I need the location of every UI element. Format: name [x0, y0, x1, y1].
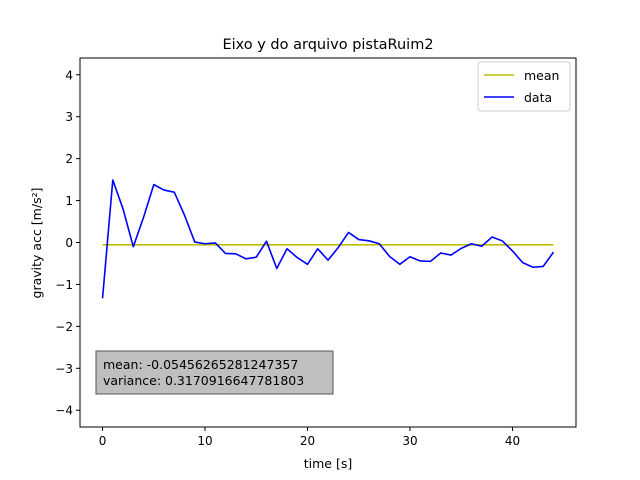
y-tick-label: 0 [65, 236, 73, 250]
legend-label-data: data [524, 90, 552, 105]
x-tick-label: 0 [99, 434, 107, 448]
y-tick-label: 3 [65, 110, 73, 124]
chart-title: Eixo y do arquivo pistaRuim2 [222, 37, 433, 53]
x-tick-label: 40 [505, 434, 520, 448]
y-tick-label: −3 [55, 362, 73, 376]
stats-mean-text: mean: -0.05456265281247357 [103, 357, 298, 372]
y-tick-label: 2 [65, 152, 73, 166]
series-line-data [101, 179, 555, 299]
x-axis-label: time [s] [304, 456, 352, 471]
stats-variance-text: variance: 0.3170916647781803 [103, 373, 304, 388]
legend: mean data [477, 61, 571, 112]
y-tick-label: −2 [55, 320, 73, 334]
stats-box-background [95, 350, 334, 395]
x-tick-label: 30 [402, 434, 417, 448]
y-tick-label: 1 [65, 194, 73, 208]
plot-area: 0 10 20 30 40 −4 −3 −2 −1 0 1 2 3 4 [55, 57, 577, 448]
x-tick-label: 20 [300, 434, 315, 448]
legend-label-mean: mean [524, 68, 559, 83]
y-tick-label: −1 [55, 278, 73, 292]
y-axis-label: gravity acc [m/s²] [29, 188, 44, 299]
x-tick-label: 10 [197, 434, 212, 448]
stats-annotation-box: mean: -0.05456265281247357 variance: 0.3… [95, 350, 334, 395]
y-tick-label: 4 [65, 68, 73, 82]
y-tick-label: −4 [55, 404, 73, 418]
